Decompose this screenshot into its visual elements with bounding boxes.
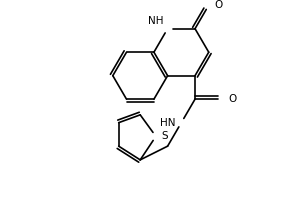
Text: O: O — [228, 94, 237, 104]
Text: S: S — [162, 131, 168, 141]
Text: NH: NH — [148, 16, 164, 26]
Text: HN: HN — [160, 118, 176, 128]
Text: O: O — [214, 0, 223, 10]
